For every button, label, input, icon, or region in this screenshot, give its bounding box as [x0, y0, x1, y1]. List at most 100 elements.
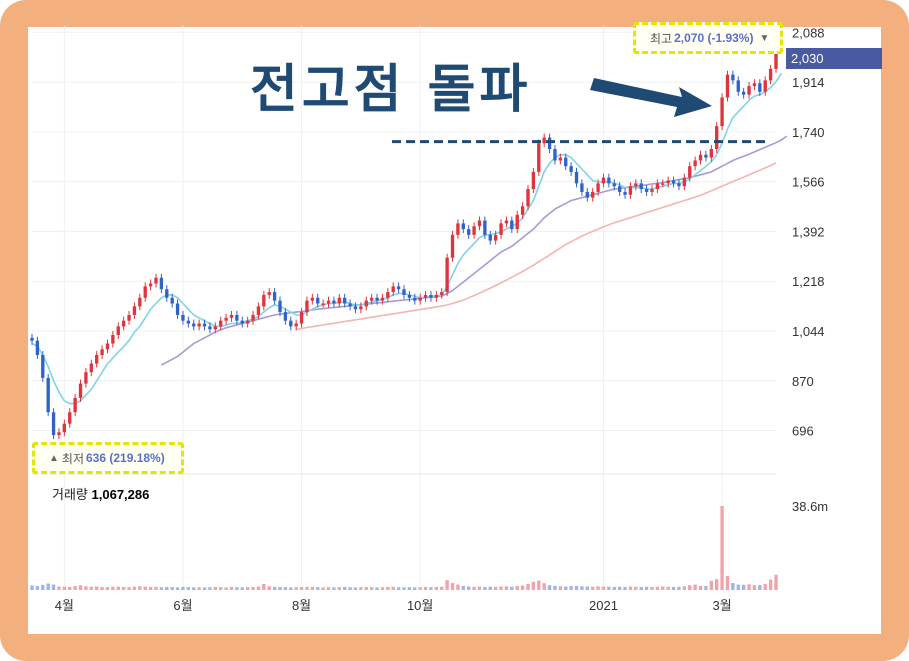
x-tick-label: 10월 [407, 598, 433, 613]
candle-body [235, 314, 239, 321]
candle-body [208, 326, 212, 330]
volume-bar [596, 586, 600, 590]
volume-bar [434, 586, 439, 590]
current-price-tag: 2,030 [786, 48, 882, 69]
volume-bar [30, 585, 34, 590]
volume-bar [553, 585, 557, 590]
volume-bar [440, 586, 444, 590]
volume-bar [154, 586, 158, 590]
volume-bar [623, 586, 627, 590]
volume-bar [73, 586, 77, 590]
candle-body [634, 183, 638, 187]
volume-bar [208, 587, 212, 590]
volume-bar [111, 586, 115, 590]
volume-bar [186, 587, 191, 590]
volume-bar [526, 583, 530, 590]
volume-bar [450, 583, 455, 590]
candle-body [693, 160, 697, 167]
candle-body [720, 97, 724, 127]
candle-body [774, 48, 778, 69]
ma-mid-line [161, 135, 788, 366]
price-tick-label: 870 [792, 374, 814, 389]
candle-body [520, 206, 525, 215]
candle-body [510, 220, 514, 230]
volume-bar [51, 584, 56, 590]
high-price-marker[interactable]: 최고 2,070 (-1.93%) ▼ [633, 22, 783, 54]
candle-body [515, 214, 519, 230]
volume-bar [245, 587, 250, 590]
volume-bar [380, 587, 385, 590]
low-price-marker[interactable]: ▲ 최저 636 (219.18%) [32, 442, 184, 474]
volume-bar [499, 586, 503, 590]
volume-bar [720, 506, 724, 590]
volume-bar [456, 584, 460, 590]
candle-body [623, 191, 627, 195]
low-label: 최저 [61, 451, 84, 466]
candle-body [547, 137, 552, 150]
candle-body [78, 383, 83, 398]
candle-body [758, 83, 762, 92]
headline-breakout: 전고점 돌파 [250, 60, 532, 120]
candle-body [181, 314, 185, 321]
candle-body [413, 297, 417, 301]
volume-bar [634, 586, 638, 590]
candle-body [57, 432, 61, 436]
volume-bar [165, 586, 169, 590]
volume-bar [197, 587, 201, 590]
candle-body [526, 189, 530, 207]
candle-body [698, 154, 703, 161]
candle-body [601, 177, 606, 184]
volume-bar [251, 586, 255, 590]
volume-bar [564, 586, 568, 590]
volume-bar [601, 586, 606, 590]
candle-body [558, 157, 563, 161]
candle-body [741, 91, 746, 95]
candle-body [402, 289, 406, 295]
volume-bar [607, 586, 611, 590]
candle-body [262, 294, 266, 307]
candle-body [391, 286, 395, 293]
candle-body [542, 137, 546, 144]
volume-bar [725, 575, 730, 590]
candle-body [84, 372, 88, 384]
candle-body [343, 297, 347, 304]
candle-body [35, 340, 40, 356]
volume-bar [321, 587, 325, 590]
volume-bar [35, 586, 40, 590]
volume-bar [396, 587, 401, 590]
volume-bar [558, 586, 563, 590]
volume-bar [688, 585, 692, 590]
volume-bar [715, 579, 719, 590]
candle-body [332, 300, 336, 304]
candle-body [289, 320, 293, 327]
volume-bar [758, 584, 762, 590]
volume-bar [650, 586, 654, 590]
volume-bar [348, 587, 352, 590]
volume-bar [143, 586, 147, 590]
candle-body [278, 300, 282, 313]
candle-body [100, 349, 104, 356]
candle-body [580, 183, 584, 192]
candle-body [396, 286, 401, 290]
volume-bar [192, 587, 196, 590]
volume-bar [741, 584, 746, 590]
candle-body [725, 74, 730, 98]
candle-body [715, 126, 719, 150]
candle-body [768, 68, 773, 81]
volume-bar [477, 586, 482, 590]
candle-body [283, 312, 288, 321]
candle-body [434, 294, 439, 298]
volume-bar [483, 586, 487, 590]
candle-body [154, 277, 158, 284]
breakout-arrow-icon [590, 78, 712, 117]
candle-body [89, 363, 93, 373]
candle-body [537, 143, 541, 172]
volume-bar [369, 587, 374, 590]
volume-bar [132, 586, 137, 590]
candle-body [650, 189, 654, 192]
volume-bar [752, 585, 757, 590]
candle-body [591, 191, 595, 198]
candle-body [68, 412, 72, 424]
price-tick-label: 1,914 [792, 75, 825, 90]
